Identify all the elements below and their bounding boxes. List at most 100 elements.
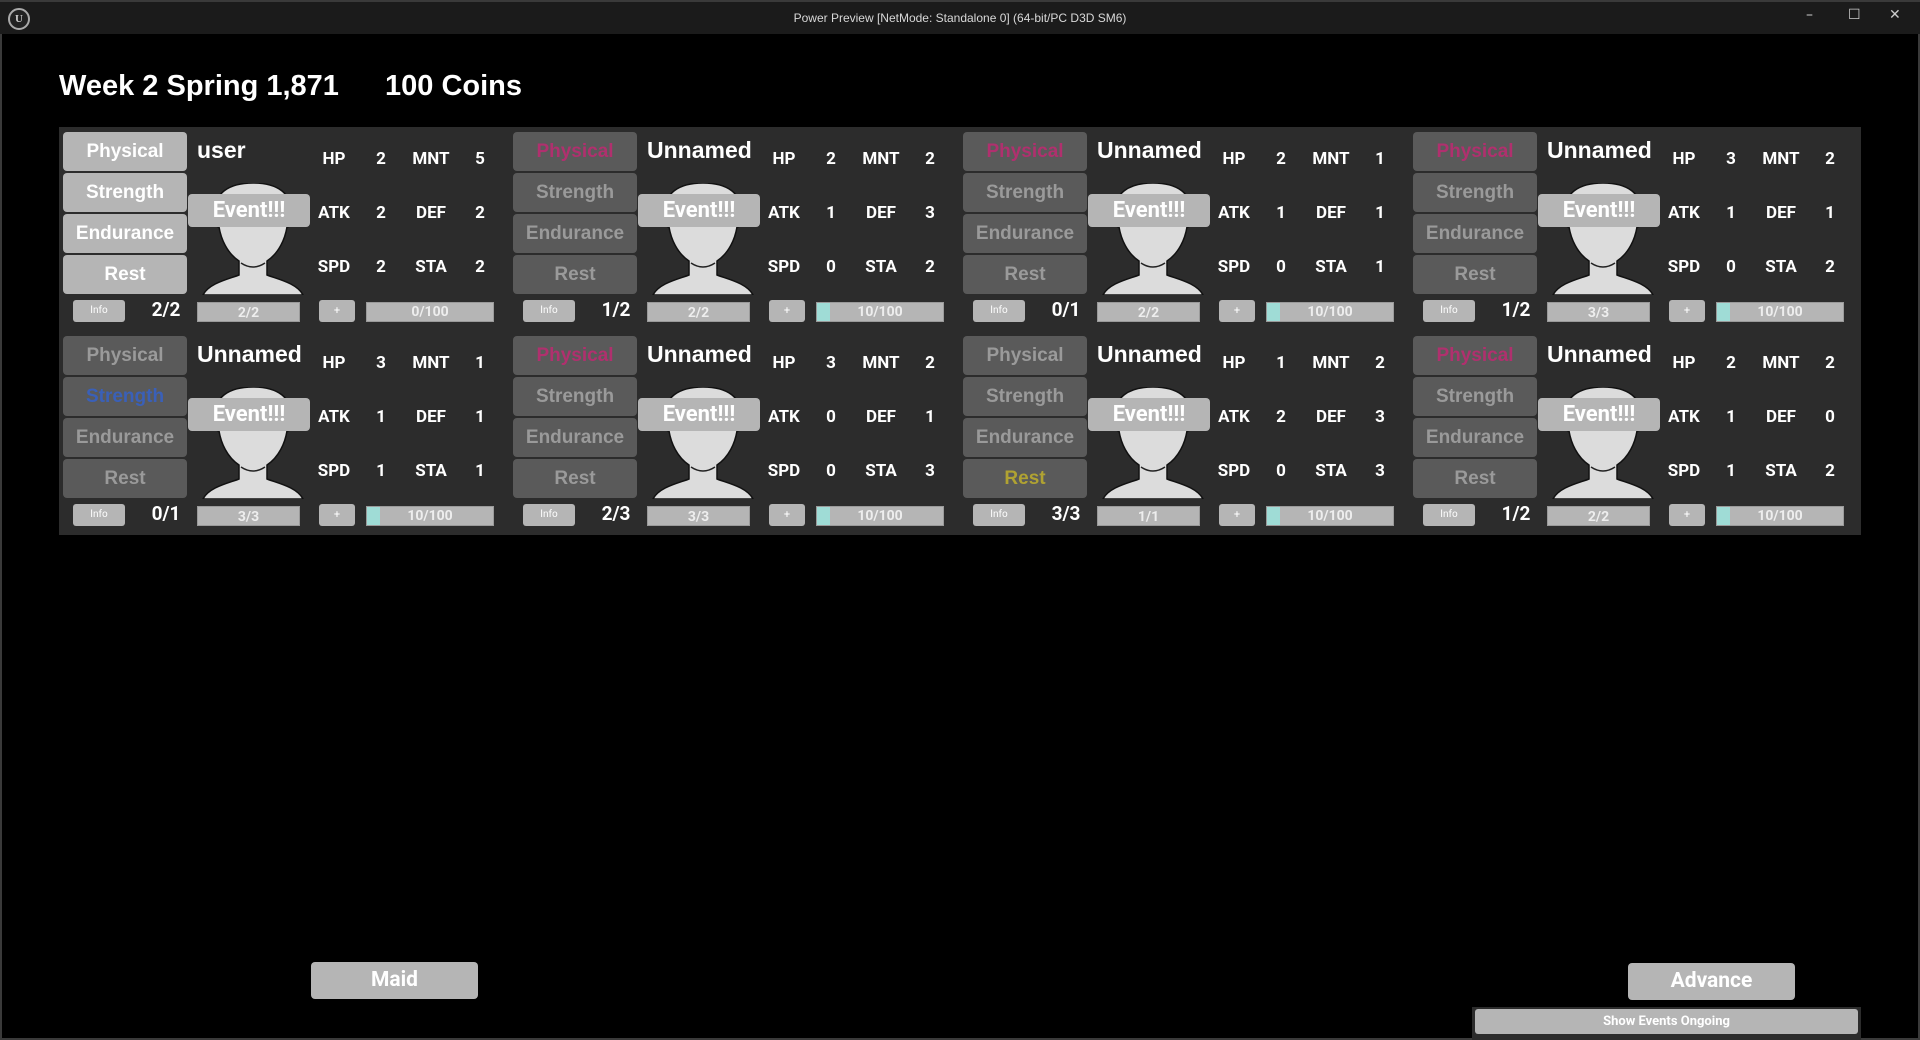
training-button-strength[interactable]: Strength (963, 377, 1087, 416)
close-button[interactable]: ✕ (1889, 7, 1901, 23)
training-button-endurance[interactable]: Endurance (513, 214, 637, 253)
character-name: Unnamed (1097, 137, 1202, 163)
info-button[interactable]: Info (973, 504, 1025, 526)
training-button-strength[interactable]: Strength (963, 173, 1087, 212)
plus-button[interactable]: + (1669, 300, 1705, 322)
title-bar: U Power Preview [NetMode: Standalone 0] … (0, 0, 1920, 34)
event-button[interactable]: Event!!! (638, 398, 760, 431)
character-name: Unnamed (197, 341, 302, 367)
minimize-button[interactable]: – (1806, 7, 1813, 23)
character-name: Unnamed (1547, 137, 1652, 163)
action-count: 3/3 (1051, 502, 1081, 525)
training-button-physical[interactable]: Physical (63, 132, 187, 171)
maid-button[interactable]: Maid (311, 962, 478, 999)
training-button-endurance[interactable]: Endurance (963, 418, 1087, 457)
plus-button[interactable]: + (1219, 504, 1255, 526)
stat-label-def: DEF (416, 203, 446, 223)
training-button-physical[interactable]: Physical (513, 336, 637, 375)
event-button[interactable]: Event!!! (188, 398, 310, 431)
training-button-physical[interactable]: Physical (963, 336, 1087, 375)
info-button[interactable]: Info (1423, 504, 1475, 526)
stat-label-hp: HP (1222, 149, 1246, 169)
training-button-physical[interactable]: Physical (63, 336, 187, 375)
event-button[interactable]: Event!!! (1538, 398, 1660, 431)
stat-label-sta: STA (865, 461, 897, 481)
stat-value-hp: 2 (826, 149, 836, 169)
training-button-strength[interactable]: Strength (63, 377, 187, 416)
training-button-endurance[interactable]: Endurance (63, 214, 187, 253)
training-button-strength[interactable]: Strength (513, 377, 637, 416)
plus-button[interactable]: + (769, 300, 805, 322)
progress-bar: 10/100 (366, 506, 494, 526)
training-button-endurance[interactable]: Endurance (63, 418, 187, 457)
training-button-physical[interactable]: Physical (1413, 132, 1537, 171)
training-button-rest[interactable]: Rest (63, 459, 187, 498)
capacity-bar: 3/3 (1547, 302, 1650, 322)
training-button-rest[interactable]: Rest (63, 255, 187, 294)
unreal-logo-icon: U (8, 8, 30, 30)
progress-text: 10/100 (1307, 304, 1353, 320)
stat-value-sta: 1 (475, 461, 485, 481)
event-button[interactable]: Event!!! (638, 194, 760, 227)
stat-value-sta: 2 (925, 257, 935, 277)
training-button-strength[interactable]: Strength (63, 173, 187, 212)
training-button-strength[interactable]: Strength (513, 173, 637, 212)
training-button-endurance[interactable]: Endurance (1413, 214, 1537, 253)
capacity-bar: 2/2 (1097, 302, 1200, 322)
plus-button[interactable]: + (769, 504, 805, 526)
training-button-physical[interactable]: Physical (963, 132, 1087, 171)
training-button-physical[interactable]: Physical (1413, 336, 1537, 375)
plus-button[interactable]: + (1219, 300, 1255, 322)
stat-label-atk: ATK (318, 203, 350, 223)
date-label: Week 2 Spring 1,871 (59, 70, 339, 102)
training-button-endurance[interactable]: Endurance (963, 214, 1087, 253)
action-count: 0/1 (1051, 298, 1081, 321)
training-button-rest[interactable]: Rest (1413, 255, 1537, 294)
characters-panel: Physical Strength Endurance Rest user Event!!… (59, 127, 1861, 535)
training-button-rest[interactable]: Rest (963, 255, 1087, 294)
stat-label-def: DEF (416, 407, 446, 427)
training-button-physical[interactable]: Physical (513, 132, 637, 171)
progress-bar: 0/100 (366, 302, 494, 322)
progress-text: 10/100 (1757, 508, 1803, 524)
info-button[interactable]: Info (73, 504, 125, 526)
training-button-endurance[interactable]: Endurance (513, 418, 637, 457)
info-button[interactable]: Info (1423, 300, 1475, 322)
show-events-button[interactable]: Show Events Ongoing (1475, 1009, 1858, 1034)
progress-text: 10/100 (857, 304, 903, 320)
plus-button[interactable]: + (319, 504, 355, 526)
training-button-rest[interactable]: Rest (1413, 459, 1537, 498)
info-button[interactable]: Info (973, 300, 1025, 322)
plus-button[interactable]: + (1669, 504, 1705, 526)
info-button[interactable]: Info (73, 300, 125, 322)
training-button-rest[interactable]: Rest (513, 459, 637, 498)
character-card: Physical Strength Endurance Rest Unnamed Even… (59, 331, 509, 535)
info-button[interactable]: Info (523, 504, 575, 526)
stat-value-spd: 1 (376, 461, 386, 481)
stat-label-sta: STA (1315, 461, 1347, 481)
training-button-strength[interactable]: Strength (1413, 377, 1537, 416)
advance-button[interactable]: Advance (1628, 963, 1795, 1000)
stat-value-def: 1 (1375, 203, 1385, 223)
info-button[interactable]: Info (523, 300, 575, 322)
character-name: user (197, 137, 246, 163)
event-button[interactable]: Event!!! (188, 194, 310, 227)
training-button-endurance[interactable]: Endurance (1413, 418, 1537, 457)
maximize-button[interactable]: ☐ (1848, 7, 1861, 23)
stat-label-hp: HP (772, 149, 796, 169)
progress-bar: 10/100 (1266, 506, 1394, 526)
progress-text: 0/100 (411, 304, 449, 320)
event-button[interactable]: Event!!! (1088, 194, 1210, 227)
training-button-strength[interactable]: Strength (1413, 173, 1537, 212)
stat-label-sta: STA (1315, 257, 1347, 277)
training-button-rest[interactable]: Rest (963, 459, 1087, 498)
character-card: Physical Strength Endurance Rest Unnamed Even… (959, 127, 1409, 331)
capacity-bar: 2/2 (1547, 506, 1650, 526)
event-button[interactable]: Event!!! (1088, 398, 1210, 431)
plus-button[interactable]: + (319, 300, 355, 322)
event-button[interactable]: Event!!! (1538, 194, 1660, 227)
training-button-rest[interactable]: Rest (513, 255, 637, 294)
stat-label-spd: SPD (1667, 461, 1701, 481)
character-name: Unnamed (1097, 341, 1202, 367)
